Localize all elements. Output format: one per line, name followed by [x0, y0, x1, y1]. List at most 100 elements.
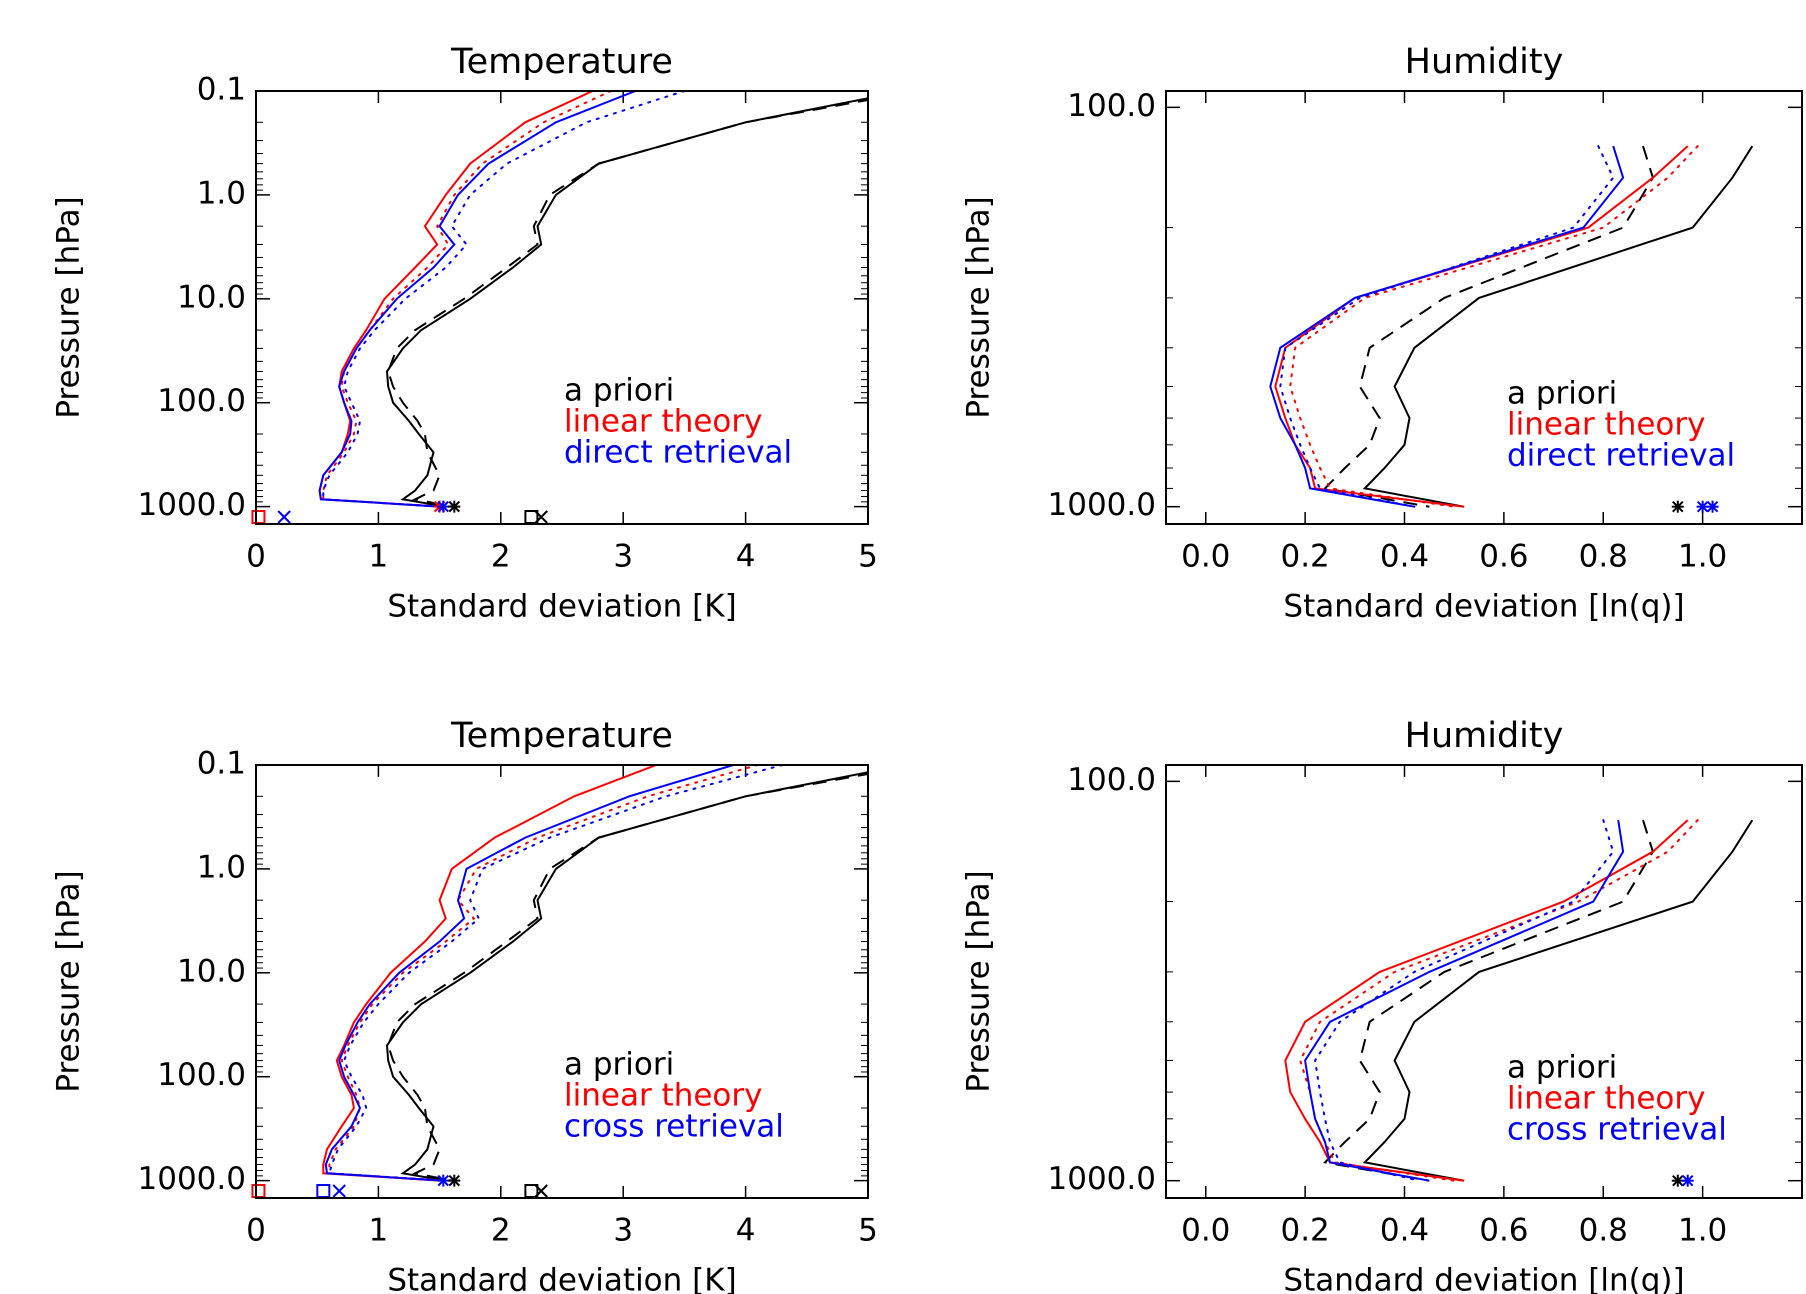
x-tick-label: 0	[246, 1213, 266, 1249]
x-tick-label: 1	[369, 539, 389, 575]
profile-line	[1314, 819, 1615, 1182]
y-tick-label: 1.0	[197, 849, 246, 885]
x-tick-label: 0.6	[1479, 1213, 1528, 1249]
x-tick-label: 0.2	[1280, 539, 1329, 575]
profile-line	[1299, 819, 1699, 1182]
x-tick-label: 1.0	[1678, 539, 1727, 575]
y-axis-label: Pressure [hPa]	[961, 870, 997, 1092]
y-tick-label: 100.0	[157, 1057, 246, 1093]
x-tick-label: 0.4	[1380, 539, 1429, 575]
x-tick-label: 1.0	[1678, 1213, 1727, 1249]
profile-line	[318, 91, 594, 508]
profile-line	[387, 98, 868, 508]
surface-marker	[437, 500, 450, 513]
marker-square	[316, 1184, 331, 1198]
surface-marker	[437, 1174, 450, 1187]
x-axis-label: Standard deviation [K]	[387, 1263, 736, 1294]
x-tick-label: 0.4	[1380, 1213, 1429, 1249]
marker-square	[251, 510, 266, 524]
y-tick-label: 1000.0	[138, 487, 246, 523]
x-tick-label: 0.6	[1479, 539, 1528, 575]
y-tick-label: 100.0	[1067, 762, 1156, 798]
profile-line	[387, 772, 868, 1182]
x-axis-label: Standard deviation [K]	[387, 589, 736, 625]
x-tick-label: 2	[491, 1213, 511, 1249]
surface-marker	[251, 510, 266, 524]
profile-line	[322, 765, 657, 1182]
surface-marker	[1681, 1174, 1694, 1187]
profile-line	[1279, 145, 1615, 508]
y-tick-label: 0.1	[197, 72, 246, 108]
y-axis-label: Pressure [hPa]	[961, 196, 997, 418]
x-tick-label: 1	[369, 1213, 389, 1249]
marker-square	[251, 1184, 266, 1198]
profile-line	[1304, 819, 1625, 1182]
y-axis-label: Pressure [hPa]	[51, 870, 87, 1092]
surface-marker	[251, 1184, 266, 1198]
profile-line	[1269, 145, 1625, 508]
marker-asterisk	[1706, 500, 1719, 513]
x-tick-label: 4	[736, 539, 756, 575]
chart-title: Temperature	[450, 42, 673, 82]
profile-line	[318, 91, 636, 508]
marker-asterisk	[1672, 1174, 1684, 1187]
legend-label: direct retrieval	[564, 435, 792, 471]
chart-title: Humidity	[1405, 42, 1564, 82]
profile-line	[322, 91, 686, 508]
x-tick-label: 0	[246, 539, 266, 575]
x-axis-label: Standard deviation [ln(q)]	[1283, 589, 1684, 625]
x-tick-label: 3	[613, 539, 633, 575]
marker-x	[277, 510, 291, 524]
x-tick-label: 0.8	[1579, 1213, 1628, 1249]
legend-label: a priori	[1507, 376, 1617, 412]
surface-marker	[1706, 500, 1719, 513]
y-tick-label: 0.1	[197, 746, 246, 782]
marker-asterisk	[1682, 1174, 1694, 1187]
legend-label: cross retrieval	[1507, 1112, 1727, 1148]
marker-asterisk	[437, 1174, 449, 1187]
y-tick-label: 10.0	[177, 279, 246, 315]
profile-line	[322, 91, 612, 508]
x-tick-label: 0.0	[1181, 1213, 1230, 1249]
series-group	[1269, 145, 1754, 508]
marker-asterisk	[1696, 500, 1709, 513]
plot-frame	[1165, 764, 1803, 1199]
marker-x	[534, 1184, 548, 1198]
plot-frame	[1165, 90, 1803, 525]
surface-marker	[316, 1184, 331, 1198]
marker-x	[534, 510, 548, 524]
x-tick-label: 5	[858, 1213, 878, 1249]
surface-marker	[534, 1184, 548, 1198]
x-tick-label: 3	[613, 1213, 633, 1249]
legend-label: linear theory	[564, 404, 762, 440]
series-group	[322, 765, 868, 1182]
y-tick-label: 100.0	[157, 383, 246, 419]
legend-label: a priori	[1507, 1050, 1617, 1086]
series-group	[1284, 819, 1754, 1182]
x-tick-label: 0.8	[1579, 539, 1628, 575]
profile-line	[324, 765, 734, 1182]
legend-label: linear theory	[1507, 1081, 1705, 1117]
y-tick-label: 1000.0	[138, 1161, 246, 1197]
y-axis-label: Pressure [hPa]	[51, 196, 87, 418]
x-tick-label: 5	[858, 539, 878, 575]
x-tick-label: 2	[491, 539, 511, 575]
profile-line	[328, 765, 759, 1182]
profile-line	[1322, 819, 1654, 1182]
marker-asterisk	[437, 500, 449, 513]
x-tick-label: 0.0	[1181, 539, 1230, 575]
legend-label: a priori	[564, 1047, 674, 1083]
surface-marker	[332, 1184, 346, 1198]
y-tick-label: 1000.0	[1048, 1161, 1156, 1197]
legend-label: cross retrieval	[564, 1109, 784, 1145]
x-tick-label: 0.2	[1280, 1213, 1329, 1249]
y-tick-label: 100.0	[1067, 88, 1156, 124]
profile-line	[1274, 145, 1689, 508]
plot-frame	[255, 90, 869, 525]
surface-marker	[448, 1174, 461, 1187]
profile-line	[1362, 145, 1754, 508]
y-tick-label: 1.0	[197, 175, 246, 211]
plot-frame	[255, 764, 869, 1199]
surface-marker	[277, 510, 291, 524]
